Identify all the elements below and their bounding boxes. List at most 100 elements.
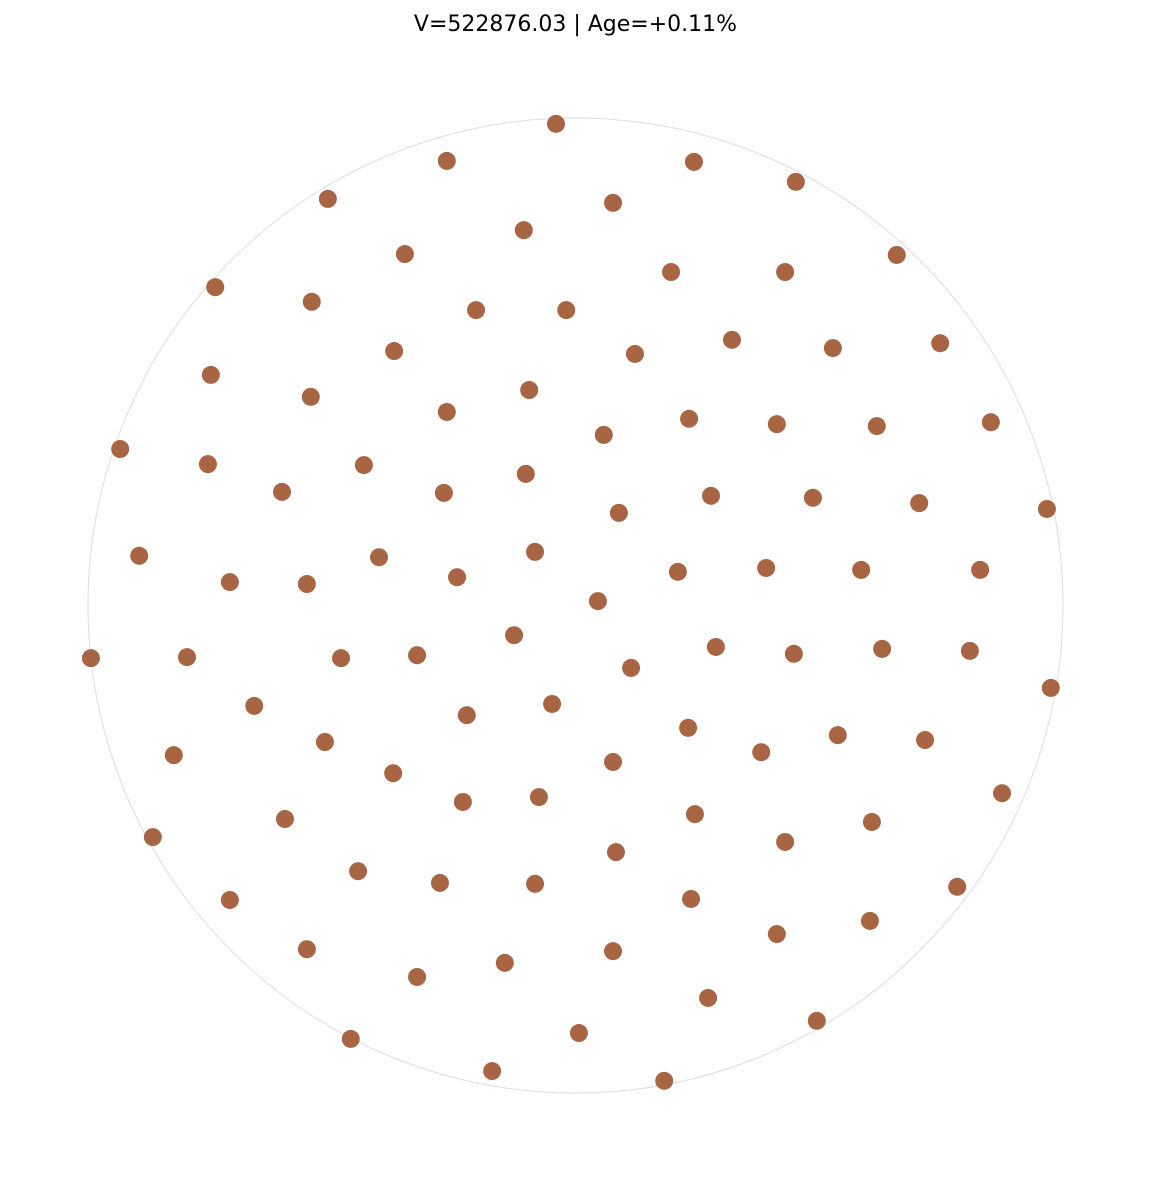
data-point: [273, 482, 292, 501]
data-point: [910, 494, 929, 513]
data-point: [655, 1071, 674, 1090]
data-point: [931, 334, 950, 353]
data-point: [916, 731, 935, 750]
data-point: [867, 417, 886, 436]
data-point: [516, 464, 535, 483]
data-point: [529, 788, 548, 807]
data-point: [1037, 499, 1056, 518]
data-point: [767, 415, 786, 434]
data-point: [547, 114, 565, 133]
data-point: [302, 292, 321, 311]
data-point: [526, 874, 545, 893]
data-point: [201, 365, 220, 384]
data-point: [588, 592, 607, 611]
data-point: [823, 339, 842, 358]
data-point: [981, 413, 1000, 432]
data-point: [852, 560, 871, 579]
data-point: [130, 546, 149, 565]
data-point: [887, 245, 906, 264]
data-point: [604, 942, 623, 961]
data-point: [143, 828, 162, 847]
data-point: [206, 278, 225, 297]
data-point: [370, 548, 389, 567]
data-point: [332, 649, 351, 668]
data-point: [971, 560, 990, 579]
data-point: [177, 648, 196, 667]
data-point: [828, 726, 847, 745]
data-point: [757, 558, 776, 577]
data-point: [680, 409, 699, 428]
data-point: [349, 862, 368, 881]
data-point: [448, 568, 467, 587]
data-point: [164, 746, 183, 765]
data-point: [437, 151, 456, 170]
data-point: [408, 967, 427, 986]
data-point: [682, 889, 701, 908]
data-point: [960, 641, 979, 660]
data-point: [354, 456, 373, 475]
data-point: [860, 911, 879, 930]
data-point: [594, 425, 613, 444]
data-point: [495, 953, 514, 972]
data-point: [685, 805, 704, 824]
data-point: [684, 152, 703, 171]
data-point: [1041, 678, 1060, 697]
data-point: [722, 330, 741, 349]
data-point: [505, 626, 524, 645]
data-point: [437, 402, 456, 421]
data-point: [873, 639, 892, 658]
data-point: [862, 812, 881, 831]
data-point: [341, 1029, 360, 1048]
data-point: [318, 189, 337, 208]
data-point: [807, 1011, 826, 1030]
data-point: [457, 706, 476, 725]
data-point: [706, 637, 725, 656]
data-point: [569, 1024, 588, 1043]
data-point: [786, 172, 805, 191]
data-point: [395, 245, 414, 264]
data-point: [245, 696, 264, 715]
data-point: [543, 694, 562, 713]
data-point: [434, 483, 453, 502]
data-point: [430, 873, 449, 892]
data-point: [520, 381, 539, 400]
data-point: [514, 221, 533, 240]
data-point: [752, 743, 771, 762]
data-point: [604, 193, 623, 212]
data-point: [198, 455, 217, 474]
data-point: [776, 832, 795, 851]
data-point: [699, 988, 718, 1007]
data-point: [315, 733, 334, 751]
data-point: [111, 440, 130, 459]
data-point: [767, 925, 786, 944]
data-point: [679, 718, 698, 737]
data-point: [948, 877, 967, 896]
data-point: [301, 387, 320, 406]
boundary-circle: [87, 117, 1064, 1094]
data-point: [606, 843, 625, 862]
data-point: [384, 764, 403, 783]
data-point: [557, 301, 576, 320]
data-point: [467, 301, 486, 320]
data-point: [776, 263, 795, 282]
data-point: [803, 488, 822, 507]
data-point: [784, 644, 803, 663]
data-point: [275, 810, 294, 829]
data-point: [81, 649, 100, 668]
data-point: [220, 890, 239, 909]
data-point: [408, 646, 427, 665]
data-point: [622, 658, 641, 677]
data-point: [604, 752, 623, 771]
data-point: [609, 503, 628, 522]
data-point: [385, 342, 404, 361]
data-point: [483, 1062, 502, 1081]
data-point: [662, 263, 681, 282]
data-point: [702, 486, 721, 505]
data-point: [297, 940, 316, 959]
data-point: [220, 573, 239, 592]
data-point: [668, 562, 687, 581]
chart-title: V=522876.03 | Age=+0.11%: [413, 12, 738, 37]
data-point: [993, 784, 1012, 803]
data-point: [625, 344, 644, 363]
